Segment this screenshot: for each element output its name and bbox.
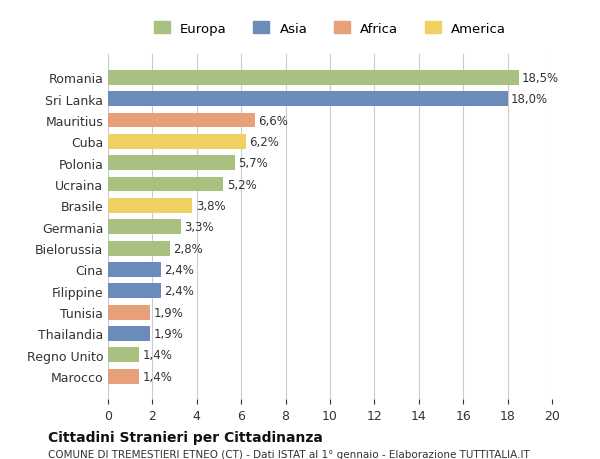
- Bar: [108, 241, 170, 256]
- Text: COMUNE DI TREMESTIERI ETNEO (CT) - Dati ISTAT al 1° gennaio - Elaborazione TUTTI: COMUNE DI TREMESTIERI ETNEO (CT) - Dati …: [48, 449, 530, 459]
- Bar: [108, 177, 223, 192]
- Text: 1,9%: 1,9%: [154, 327, 184, 340]
- Bar: [108, 284, 161, 298]
- Text: 2,4%: 2,4%: [164, 263, 194, 276]
- Bar: [108, 263, 161, 277]
- Text: 3,3%: 3,3%: [185, 221, 214, 234]
- Bar: [108, 156, 235, 171]
- Text: 5,7%: 5,7%: [238, 157, 268, 170]
- Bar: [108, 220, 181, 235]
- Bar: [108, 326, 150, 341]
- Text: 6,6%: 6,6%: [258, 114, 288, 127]
- Text: 1,9%: 1,9%: [154, 306, 184, 319]
- Bar: [108, 369, 139, 384]
- Legend: Europa, Asia, Africa, America: Europa, Asia, Africa, America: [148, 17, 512, 41]
- Text: 1,4%: 1,4%: [142, 370, 172, 383]
- Bar: [108, 347, 139, 363]
- Text: 5,2%: 5,2%: [227, 178, 257, 191]
- Text: 2,4%: 2,4%: [164, 285, 194, 297]
- Bar: [108, 305, 150, 320]
- Bar: [108, 134, 245, 150]
- Text: 1,4%: 1,4%: [142, 348, 172, 361]
- Bar: [108, 198, 193, 213]
- Bar: [108, 113, 254, 128]
- Text: 2,8%: 2,8%: [173, 242, 203, 255]
- Bar: [108, 71, 519, 86]
- Text: 18,0%: 18,0%: [511, 93, 548, 106]
- Text: Cittadini Stranieri per Cittadinanza: Cittadini Stranieri per Cittadinanza: [48, 430, 323, 444]
- Text: 18,5%: 18,5%: [522, 72, 559, 84]
- Bar: [108, 92, 508, 107]
- Text: 6,2%: 6,2%: [249, 135, 279, 149]
- Text: 3,8%: 3,8%: [196, 199, 226, 213]
